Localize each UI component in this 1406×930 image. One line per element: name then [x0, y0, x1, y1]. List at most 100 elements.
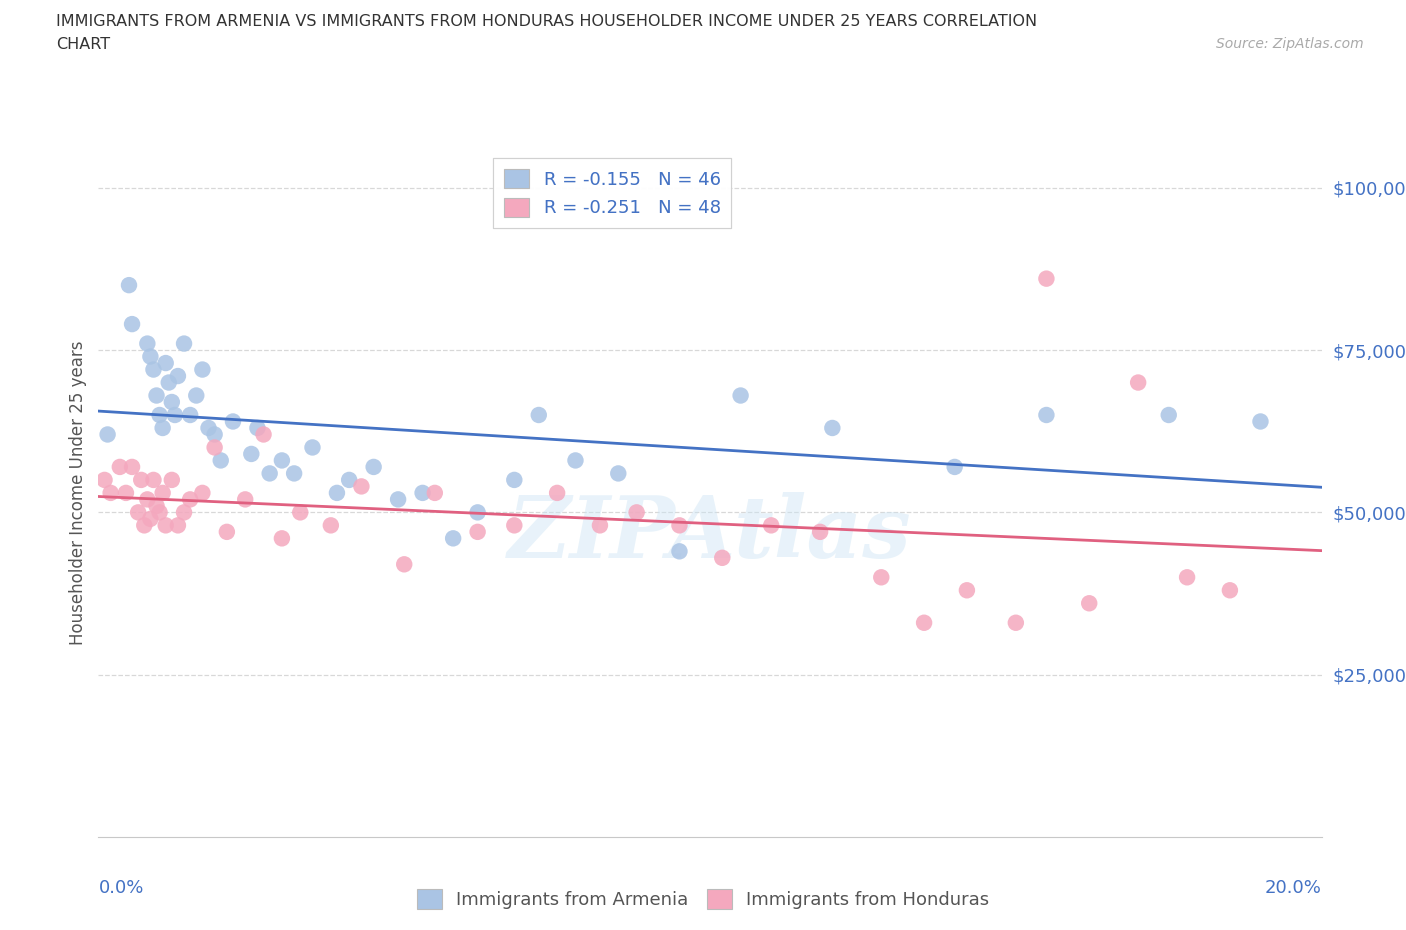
Point: [209, 453, 232, 468]
Point: [173, 336, 195, 351]
Point: [160, 472, 183, 487]
Point: [100, 485, 122, 500]
Point: [1004, 616, 1026, 631]
Point: [97, 427, 120, 442]
Point: [152, 485, 174, 500]
Point: [668, 544, 690, 559]
Point: [179, 492, 201, 507]
Point: [246, 420, 269, 435]
Point: [136, 336, 159, 351]
Point: [392, 557, 416, 572]
Point: [167, 368, 190, 383]
Point: [240, 446, 263, 461]
Point: [730, 388, 752, 403]
Point: [467, 525, 489, 539]
Point: [527, 407, 550, 422]
Point: [808, 525, 831, 539]
Point: [215, 525, 238, 539]
Point: [1219, 583, 1241, 598]
Point: [290, 505, 312, 520]
Point: [387, 492, 409, 507]
Point: [108, 459, 131, 474]
Point: [1035, 272, 1057, 286]
Point: [118, 278, 141, 293]
Point: [179, 407, 201, 422]
Text: 0.0%: 0.0%: [98, 879, 143, 897]
Point: [139, 512, 162, 526]
Point: [155, 355, 177, 370]
Text: CHART: CHART: [56, 37, 110, 52]
Point: [197, 420, 219, 435]
Point: [173, 505, 195, 520]
Point: [167, 518, 190, 533]
Point: [204, 427, 226, 442]
Text: IMMIGRANTS FROM ARMENIA VS IMMIGRANTS FROM HONDURAS HOUSEHOLDER INCOME UNDER 25 : IMMIGRANTS FROM ARMENIA VS IMMIGRANTS FR…: [56, 14, 1038, 29]
Point: [93, 472, 115, 487]
Point: [191, 485, 214, 500]
Point: [121, 316, 143, 331]
Point: [129, 472, 152, 487]
Point: [139, 349, 162, 364]
Point: [1175, 570, 1198, 585]
Point: [1250, 414, 1272, 429]
Point: [363, 459, 385, 474]
Legend: Immigrants from Armenia, Immigrants from Honduras: Immigrants from Armenia, Immigrants from…: [409, 882, 997, 916]
Point: [301, 440, 323, 455]
Point: [668, 518, 690, 533]
Point: [145, 498, 167, 513]
Point: [145, 388, 167, 403]
Point: [412, 485, 434, 500]
Point: [564, 453, 586, 468]
Point: [1078, 596, 1101, 611]
Text: Source: ZipAtlas.com: Source: ZipAtlas.com: [1216, 37, 1364, 51]
Point: [626, 505, 648, 520]
Point: [142, 472, 165, 487]
Point: [503, 472, 526, 487]
Point: [326, 485, 349, 500]
Point: [155, 518, 177, 533]
Point: [912, 616, 935, 631]
Point: [1157, 407, 1180, 422]
Point: [467, 505, 489, 520]
Legend: R = -0.155   N = 46, R = -0.251   N = 48: R = -0.155 N = 46, R = -0.251 N = 48: [494, 158, 731, 228]
Point: [270, 453, 294, 468]
Point: [142, 362, 165, 377]
Point: [503, 518, 526, 533]
Point: [350, 479, 373, 494]
Point: [259, 466, 281, 481]
Text: 20.0%: 20.0%: [1265, 879, 1322, 897]
Point: [252, 427, 274, 442]
Point: [222, 414, 245, 429]
Point: [186, 388, 208, 403]
Point: [589, 518, 612, 533]
Point: [204, 440, 226, 455]
Point: [149, 505, 172, 520]
Point: [943, 459, 966, 474]
Point: [711, 551, 734, 565]
Point: [423, 485, 446, 500]
Point: [821, 420, 844, 435]
Point: [163, 407, 186, 422]
Point: [319, 518, 342, 533]
Point: [441, 531, 464, 546]
Point: [761, 518, 783, 533]
Point: [115, 485, 138, 500]
Point: [127, 505, 149, 520]
Point: [337, 472, 360, 487]
Point: [149, 407, 172, 422]
Point: [870, 570, 893, 585]
Point: [283, 466, 305, 481]
Point: [121, 459, 143, 474]
Point: [1035, 407, 1057, 422]
Point: [191, 362, 214, 377]
Point: [607, 466, 630, 481]
Point: [157, 375, 180, 390]
Point: [233, 492, 256, 507]
Point: [1128, 375, 1150, 390]
Point: [546, 485, 568, 500]
Y-axis label: Householder Income Under 25 years: Householder Income Under 25 years: [69, 340, 87, 645]
Point: [136, 492, 159, 507]
Point: [152, 420, 174, 435]
Point: [160, 394, 183, 409]
Point: [134, 518, 156, 533]
